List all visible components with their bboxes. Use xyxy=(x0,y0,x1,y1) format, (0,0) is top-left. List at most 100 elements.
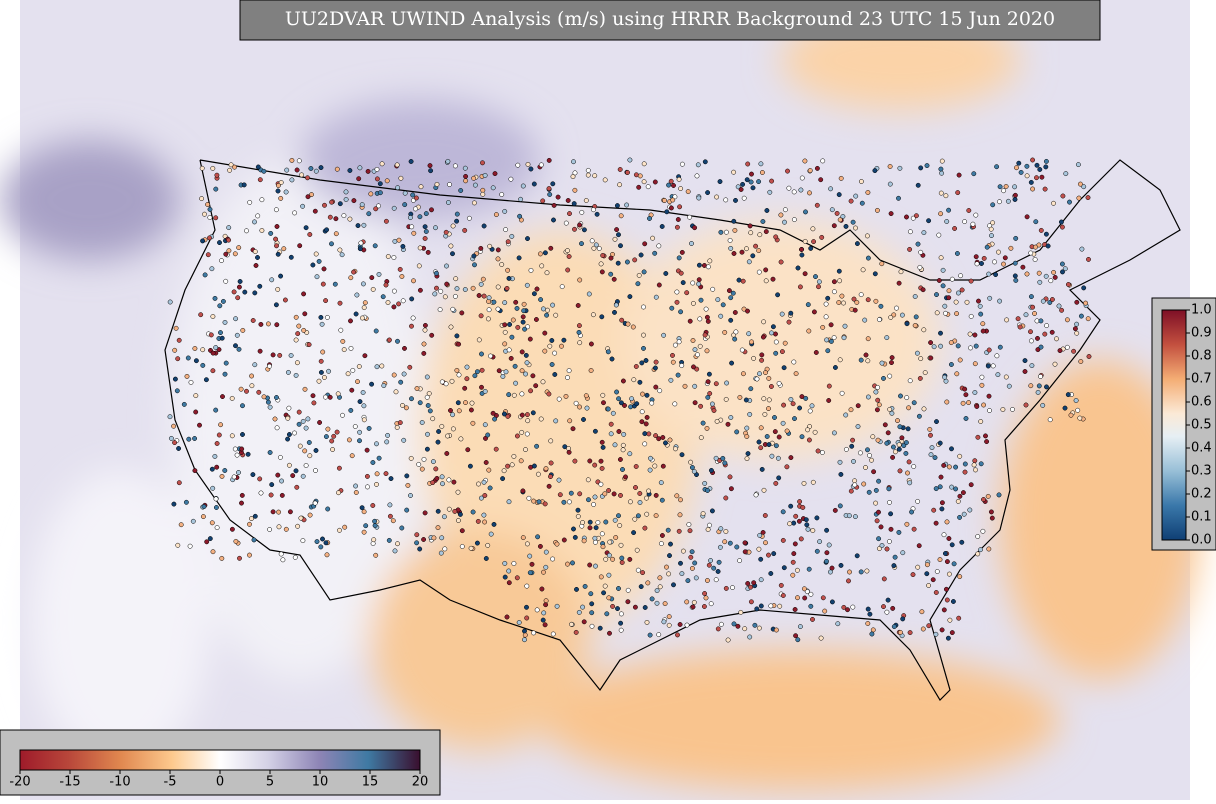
tick-label: 0.1 xyxy=(1191,510,1212,525)
observation-dot xyxy=(455,400,461,406)
observation-dot xyxy=(322,202,327,208)
observation-dot xyxy=(620,442,626,448)
observation-dot xyxy=(587,458,593,464)
observation-dot xyxy=(947,617,953,623)
observation-dot xyxy=(437,307,443,313)
observation-dot xyxy=(744,246,749,252)
observation-dot xyxy=(361,509,367,515)
observation-dot xyxy=(583,393,589,399)
observation-dot xyxy=(797,624,803,630)
observation-dot xyxy=(973,254,979,260)
observation-dot xyxy=(577,277,583,283)
observation-dot xyxy=(518,458,524,464)
observation-dot xyxy=(491,299,497,305)
observation-dot xyxy=(200,362,206,368)
observation-dot xyxy=(601,590,607,596)
observation-dot xyxy=(759,357,765,363)
observation-dot xyxy=(841,335,847,341)
observation-dot xyxy=(587,525,593,531)
observation-dot xyxy=(916,413,922,419)
observation-dot xyxy=(1038,227,1044,233)
observation-dot xyxy=(293,468,299,474)
observation-dot xyxy=(979,382,985,388)
observation-dot xyxy=(257,283,263,289)
observation-dot xyxy=(593,525,599,531)
observation-dot xyxy=(1059,307,1065,313)
observation-dot xyxy=(554,603,560,609)
observation-dot xyxy=(761,487,767,493)
observation-dot xyxy=(452,163,458,169)
observation-dot xyxy=(474,540,480,546)
observation-dot xyxy=(207,235,212,241)
observation-dot xyxy=(620,378,626,384)
observation-dot xyxy=(478,245,484,251)
observation-dot xyxy=(336,490,341,496)
observation-dot xyxy=(255,213,261,219)
observation-dot xyxy=(565,267,571,273)
observation-dot xyxy=(739,249,745,255)
observation-dot xyxy=(824,558,829,564)
observation-dot xyxy=(1022,369,1028,374)
observation-dot xyxy=(828,186,834,192)
observation-dot xyxy=(870,627,876,633)
observation-dot xyxy=(997,199,1002,205)
observation-dot xyxy=(185,355,191,361)
observation-dot xyxy=(186,436,192,442)
tick-label: 0.9 xyxy=(1191,326,1212,341)
observation-dot xyxy=(476,481,481,487)
observation-dot xyxy=(355,223,361,229)
tick-label: 15 xyxy=(362,775,379,790)
observation-dot xyxy=(376,455,382,461)
observation-dot xyxy=(565,375,570,381)
observation-dot xyxy=(217,240,222,246)
observation-dot xyxy=(380,294,386,300)
observation-dot xyxy=(691,599,697,605)
observation-dot xyxy=(1077,181,1083,187)
observation-dot xyxy=(502,574,508,580)
observation-dot xyxy=(677,622,683,627)
observation-dot xyxy=(635,513,641,519)
observation-dot xyxy=(176,446,182,451)
observation-dot xyxy=(554,541,560,547)
observation-dot xyxy=(546,157,552,163)
observation-dot xyxy=(881,576,887,582)
observation-dot xyxy=(898,269,904,275)
observation-dot xyxy=(773,443,779,449)
observation-dot xyxy=(520,319,526,325)
observation-dot xyxy=(572,534,578,540)
observation-dot xyxy=(288,254,294,260)
observation-dot xyxy=(430,459,436,465)
observation-dot xyxy=(831,279,837,285)
observation-dot xyxy=(539,263,545,269)
observation-dot xyxy=(213,186,219,192)
observation-dot xyxy=(584,405,590,411)
observation-dot xyxy=(973,212,979,218)
observation-dot xyxy=(359,202,365,208)
observation-dot xyxy=(515,162,521,168)
observation-dot xyxy=(761,319,767,325)
tick-label: 0.5 xyxy=(1191,418,1212,433)
observation-dot xyxy=(575,507,581,513)
observation-dot xyxy=(837,459,843,465)
observation-dot xyxy=(934,569,940,574)
observation-dot xyxy=(470,509,476,515)
observation-dot xyxy=(528,388,534,394)
colorbar xyxy=(1161,309,1187,541)
observation-dot xyxy=(757,232,763,238)
observation-dot xyxy=(233,316,239,322)
observation-dot xyxy=(801,480,807,486)
observation-dot xyxy=(541,569,546,575)
observation-dot xyxy=(581,227,587,233)
observation-dot xyxy=(884,335,890,341)
observation-dot xyxy=(233,538,239,544)
observation-dot xyxy=(509,462,515,468)
observation-dot xyxy=(359,315,365,321)
observation-dot xyxy=(450,251,455,257)
observation-dot xyxy=(1012,273,1018,279)
observation-dot xyxy=(618,400,624,406)
observation-dot xyxy=(391,372,397,378)
observation-dot xyxy=(499,262,505,267)
observation-dot xyxy=(214,464,220,470)
observation-dot xyxy=(1038,374,1043,379)
observation-dot xyxy=(329,438,335,444)
